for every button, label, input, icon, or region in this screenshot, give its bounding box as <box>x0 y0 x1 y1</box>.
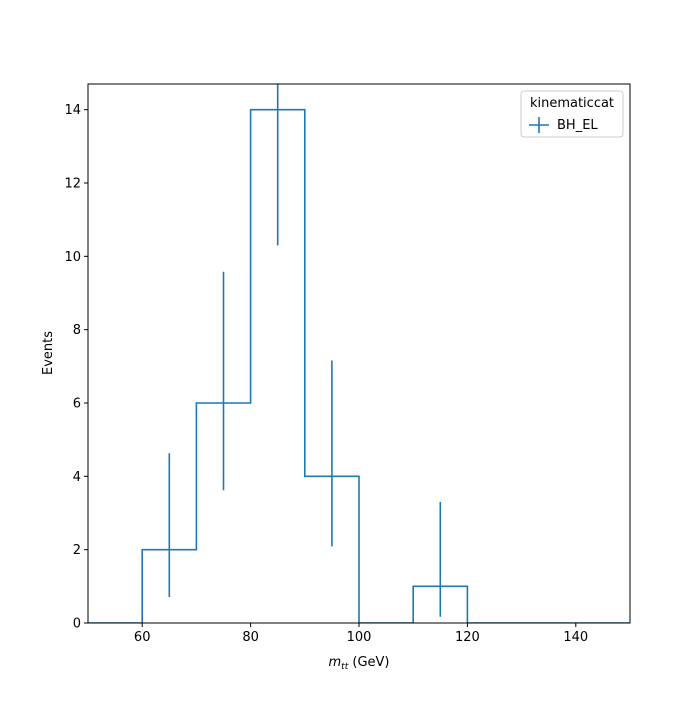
x-tick-label: 80 <box>242 630 259 645</box>
axes: 60 80 100 120 140 0 2 4 6 8 10 12 14 <box>64 103 588 645</box>
y-tick-label: 8 <box>73 323 81 338</box>
plot-area <box>88 84 630 623</box>
x-tick-label: 120 <box>455 630 480 645</box>
y-tick-label: 4 <box>73 470 81 485</box>
y-tick-label: 12 <box>64 177 81 192</box>
y-tick-label: 14 <box>64 103 81 118</box>
legend-handle-bh-el <box>529 117 549 133</box>
x-tick-label: 60 <box>134 630 151 645</box>
legend: kinematiccat BH_EL <box>520 90 624 138</box>
y-tick-label: 10 <box>64 250 81 265</box>
y-tick-label: 6 <box>73 397 81 412</box>
legend-title: kinematiccat <box>530 96 614 111</box>
x-axis-label-unit: (GeV) <box>348 655 389 670</box>
y-axis-label: Events <box>41 331 56 375</box>
x-tick-label: 140 <box>563 630 588 645</box>
x-axis-label-main: m <box>329 655 342 670</box>
legend-entry-bh-el: BH_EL <box>557 118 598 133</box>
x-axis-label-sub: tt <box>341 662 349 672</box>
x-tick-label: 100 <box>347 630 372 645</box>
x-axis-label: mtt (GeV) <box>329 655 390 672</box>
axes-frame <box>87 83 631 624</box>
y-tick-label: 0 <box>73 617 81 632</box>
y-tick-label: 2 <box>73 543 81 558</box>
series-bh-el <box>88 84 630 623</box>
